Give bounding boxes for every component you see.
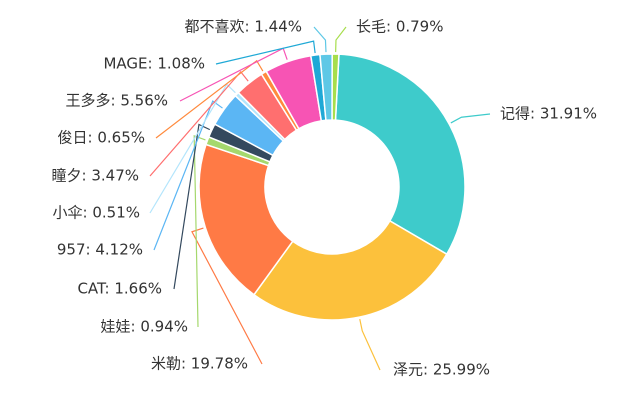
slice-label-俊日: 俊日: 0.65% — [58, 129, 145, 147]
slice-label-瞳夕: 瞳夕: 3.47% — [52, 167, 139, 185]
slice-label-娃娃: 娃娃: 0.94% — [101, 318, 188, 336]
slice-泽元 — [252, 219, 448, 321]
slice-label-都不喜欢: 都不喜欢: 1.44% — [185, 18, 302, 36]
slice-label-957: 957: 4.12% — [57, 241, 143, 259]
leader-line-记得 — [450, 113, 491, 124]
leader-line-泽元 — [359, 318, 381, 371]
leader-line-瞳夕 — [149, 70, 249, 177]
slice-label-王多多: 王多多: 5.56% — [66, 92, 168, 110]
leader-line-米勒 — [191, 227, 263, 365]
slice-label-米勒: 米勒: 19.78% — [151, 355, 248, 373]
slice-label-小伞: 小伞: 0.51% — [53, 204, 140, 222]
slice-label-长毛: 长毛: 0.79% — [356, 18, 443, 36]
slice-米勒 — [198, 143, 294, 296]
leader-line-CAT — [173, 123, 211, 290]
leader-line-MAGE — [215, 40, 316, 65]
leader-line-娃娃 — [193, 134, 206, 328]
slice-label-泽元: 泽元: 25.99% — [393, 361, 490, 379]
slice-label-MAGE: MAGE: 1.08% — [103, 55, 205, 73]
slice-长毛 — [331, 53, 340, 121]
leader-line-都不喜欢 — [313, 26, 327, 53]
slice-label-CAT: CAT: 1.66% — [77, 280, 162, 298]
leader-line-957 — [153, 100, 223, 251]
leader-line-长毛 — [335, 26, 347, 53]
leader-line-俊日 — [155, 59, 264, 139]
slice-记得 — [334, 53, 466, 256]
slice-label-记得: 记得: 31.91% — [500, 105, 597, 123]
